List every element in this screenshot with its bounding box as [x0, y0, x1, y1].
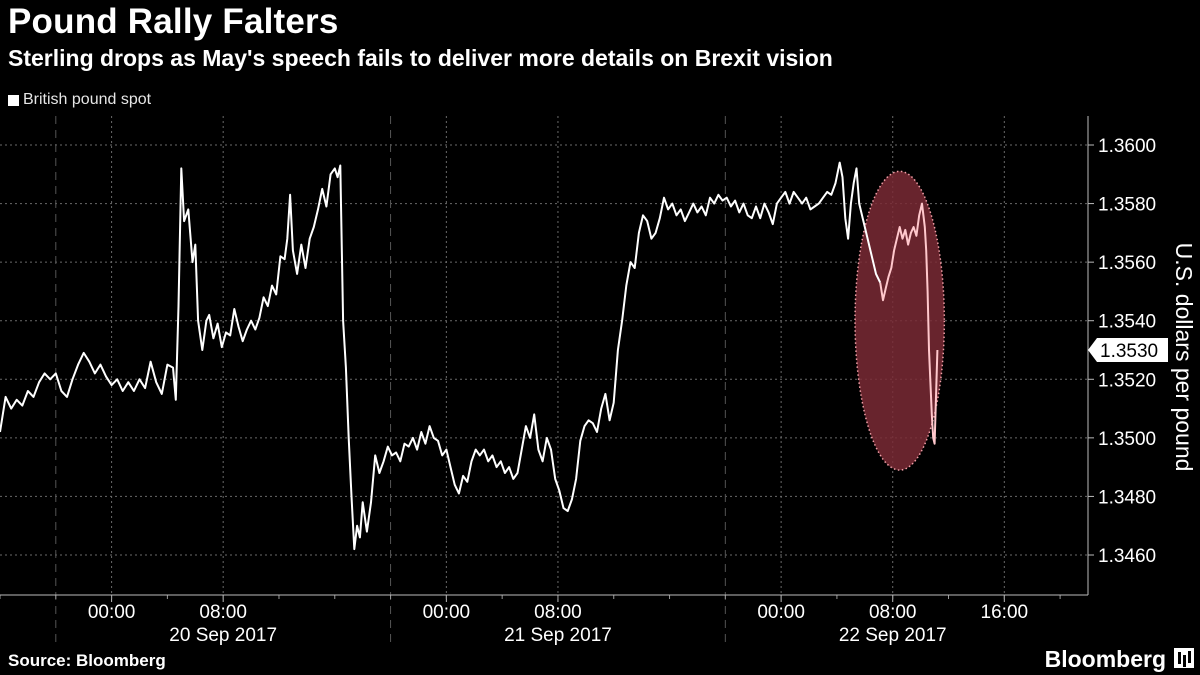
x-tick-label: 08:00 — [869, 602, 917, 623]
series-line-highlighted — [879, 202, 939, 445]
bloomberg-logo: Bloomberg — [1044, 646, 1166, 672]
x-tick-label: 08:00 — [199, 602, 247, 623]
y-axis-title: U.S. dollars per pound — [1171, 243, 1197, 472]
legend-label: British pound spot — [23, 91, 152, 108]
highlight-ellipse — [854, 170, 946, 471]
source-note: Source: Bloomberg — [8, 651, 166, 670]
legend-swatch — [8, 94, 19, 106]
y-tick-label: 1.3600 — [1098, 136, 1156, 157]
last-value-tag: 1.3530 — [1088, 338, 1168, 362]
legend: British pound spot — [8, 91, 151, 109]
bloomberg-terminal-icon — [1174, 648, 1194, 668]
axis-labels: 1.3460 1.3480 1.3500 1.3520 1.3540 1.3560 1.35… — [88, 136, 1197, 646]
chart-subtitle: Sterling drops as May's speech fails to … — [8, 45, 833, 71]
y-tick-label: 1.3580 — [1098, 195, 1156, 216]
price-series — [0, 161, 939, 551]
day-label: 20 Sep 2017 — [169, 625, 277, 646]
highlight-annotation — [854, 170, 946, 471]
x-tick-label: 08:00 — [534, 602, 582, 623]
y-tick-label: 1.3520 — [1098, 370, 1156, 391]
y-tick-label: 1.3480 — [1098, 487, 1156, 508]
x-tick-label: 00:00 — [88, 602, 136, 623]
y-tick-label: 1.3460 — [1098, 546, 1156, 567]
last-value-badge — [1088, 338, 1168, 362]
day-label: 22 Sep 2017 — [839, 625, 947, 646]
y-tick-label: 1.3540 — [1098, 312, 1156, 333]
last-value-label: 1.3530 — [1100, 341, 1158, 362]
x-tick-label: 00:00 — [757, 602, 805, 623]
series-line — [0, 161, 882, 551]
y-tick-label: 1.3500 — [1098, 429, 1156, 450]
y-tick-label: 1.3560 — [1098, 253, 1156, 274]
day-label: 21 Sep 2017 — [504, 625, 612, 646]
axes — [0, 116, 1094, 602]
chart-title: Pound Rally Falters — [8, 2, 339, 41]
x-tick-label: 00:00 — [423, 602, 471, 623]
x-tick-label: 16:00 — [981, 602, 1029, 623]
